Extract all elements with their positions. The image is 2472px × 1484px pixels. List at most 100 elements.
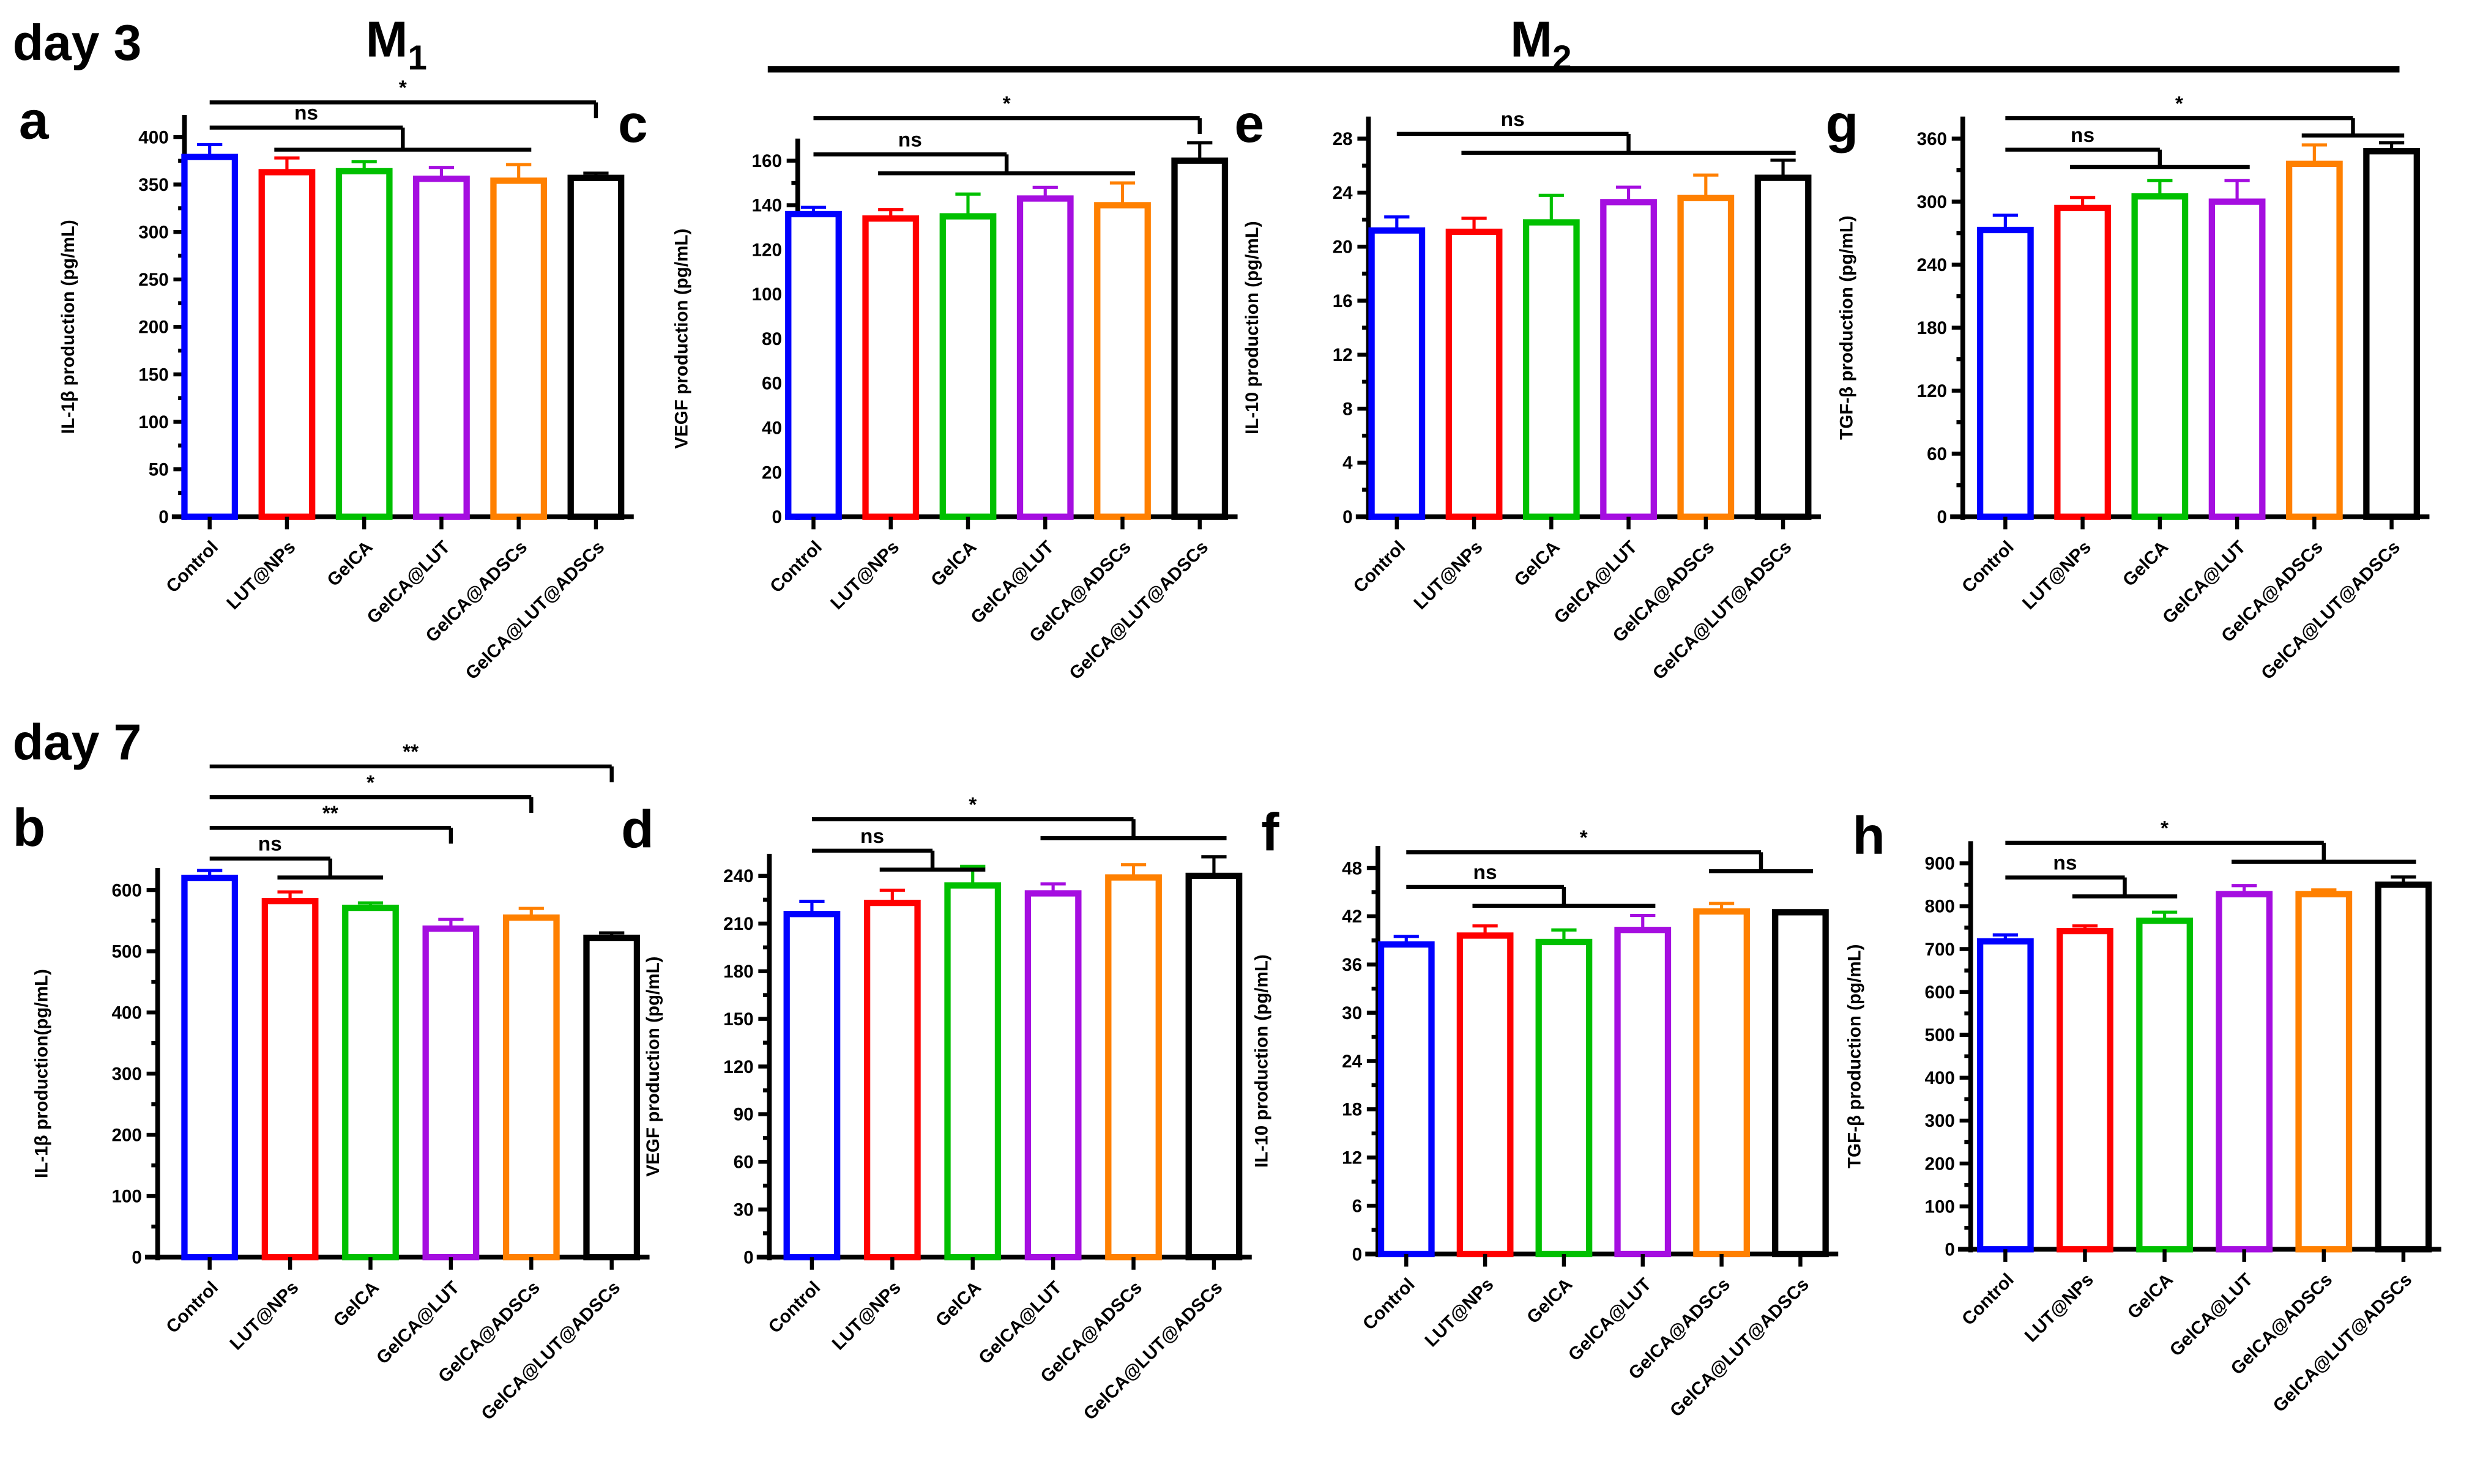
x-tick-label: GelCA xyxy=(2124,1269,2177,1323)
x-tick-label: GelCA@LUT@ADSCs xyxy=(1649,537,1796,684)
bar-control xyxy=(1976,938,2034,1253)
bar-gelca-adscs xyxy=(1693,908,1750,1258)
x-tick-label: GelCA xyxy=(927,537,980,590)
y-tick-label: 500 xyxy=(111,941,141,962)
y-tick-label: 200 xyxy=(1924,1154,1954,1174)
bar-gelca-lut xyxy=(422,925,480,1261)
day7-heading: day 7 xyxy=(13,714,142,770)
significance-bracket: * xyxy=(813,92,1202,134)
bar-lut-nps xyxy=(258,169,316,520)
y-axis-label: IL-10 production (pg/mL) xyxy=(1252,954,1272,1168)
y-tick-label: 4 xyxy=(1342,453,1353,473)
bar-gelca-adscs xyxy=(1094,202,1151,520)
significance-label: * xyxy=(1003,92,1011,115)
bar-gelca-lut-adscs xyxy=(2375,881,2432,1253)
bar-gelca-lut xyxy=(413,176,470,520)
y-axis-label: IL-1β production(pg/mL) xyxy=(31,969,51,1178)
panel-g: g 0 60 120 180 240 300 360 TGF-β production (pg/… xyxy=(1826,92,2430,684)
y-tick-label: 600 xyxy=(1924,982,1954,1003)
bar-gelca-lut xyxy=(1600,199,1657,520)
bar-gelca xyxy=(944,882,1002,1261)
bar-gelca-lut-adscs xyxy=(1171,157,1229,520)
panel-letter: b xyxy=(13,798,46,858)
significance-bracket: ns xyxy=(209,833,384,880)
bar-control xyxy=(181,874,239,1261)
m1-letter: M xyxy=(366,12,408,68)
bar-gelca-lut xyxy=(2216,891,2273,1253)
significance-bracket: ns xyxy=(2005,124,2250,169)
y-tick-label: 48 xyxy=(1342,858,1362,878)
y-tick-label: 60 xyxy=(1927,444,1947,464)
x-tick-label: GelCA xyxy=(932,1277,985,1330)
y-tick-label: 0 xyxy=(1342,507,1352,527)
bar-lut-nps xyxy=(1456,932,1514,1258)
bar-gelca xyxy=(1522,219,1580,520)
y-axis-label: IL-1β production (pg/mL) xyxy=(58,220,78,434)
bar-gelca-adscs xyxy=(2285,160,2343,520)
y-tick-label: 0 xyxy=(772,507,781,527)
x-tick-label: LUT@NPs xyxy=(2021,1269,2098,1346)
bar-gelca-lut-adscs xyxy=(1772,909,1829,1258)
panel-letter: f xyxy=(1261,803,1279,863)
y-tick-label: 20 xyxy=(762,462,782,483)
bar-control xyxy=(1368,227,1426,520)
y-tick-label: 210 xyxy=(723,914,753,934)
bar-gelca-lut xyxy=(1024,890,1082,1261)
y-tick-label: 400 xyxy=(138,127,168,147)
bar-lut-nps xyxy=(862,215,920,520)
y-tick-label: 100 xyxy=(138,412,168,432)
x-tick-label: Control xyxy=(1349,537,1409,597)
bar-gelca xyxy=(2136,918,2193,1253)
y-tick-label: 200 xyxy=(111,1125,141,1145)
bar-lut-nps xyxy=(1445,228,1503,520)
x-tick-label: GelCA@LUT@ADSCs xyxy=(2269,1269,2416,1416)
bar-control xyxy=(785,210,842,520)
y-axis-label: TGF-β production (pg/mL) xyxy=(1844,944,1864,1168)
y-tick-label: 400 xyxy=(1924,1068,1954,1088)
x-tick-label: Control xyxy=(162,537,222,597)
y-tick-label: 60 xyxy=(734,1152,754,1173)
y-tick-label: 300 xyxy=(1917,192,1947,212)
significance-bracket: ns xyxy=(1406,861,1656,908)
y-tick-label: 300 xyxy=(111,1064,141,1084)
bar-gelca-adscs xyxy=(502,914,560,1261)
x-tick-label: Control xyxy=(766,537,826,597)
significance-label: * xyxy=(367,771,374,794)
significance-bracket: * xyxy=(1406,826,1814,874)
y-tick-label: 20 xyxy=(1333,237,1353,258)
panel-b: b 0 100 200 300 400 500 600 IL-1β production(pg/… xyxy=(13,741,650,1424)
bar-control xyxy=(181,154,239,520)
bar-gelca-adscs xyxy=(490,177,548,520)
significance-label: ns xyxy=(294,102,318,125)
x-tick-label: GelCA@LUT xyxy=(2166,1269,2257,1360)
bar-gelca-lut xyxy=(2208,198,2266,520)
y-tick-label: 12 xyxy=(1333,345,1353,365)
day3-heading: day 3 xyxy=(13,15,142,71)
bar-gelca-lut-adscs xyxy=(567,174,625,520)
significance-label: ns xyxy=(1473,861,1497,884)
y-tick-label: 900 xyxy=(1924,854,1954,874)
y-tick-label: 36 xyxy=(1342,955,1362,975)
y-tick-label: 350 xyxy=(138,175,168,195)
y-tick-label: 0 xyxy=(132,1247,141,1267)
y-tick-label: 200 xyxy=(138,317,168,338)
y-tick-label: 500 xyxy=(1924,1025,1954,1045)
significance-bracket: ns xyxy=(811,825,986,872)
significance-label: * xyxy=(399,77,407,100)
m2-heading: M2 xyxy=(1510,12,1571,78)
x-tick-label: Control xyxy=(162,1277,222,1337)
panel-letter: e xyxy=(1234,94,1264,154)
y-tick-label: 800 xyxy=(1924,897,1954,917)
significance-label: * xyxy=(1580,826,1588,849)
bar-gelca-lut xyxy=(1016,195,1074,520)
y-tick-label: 60 xyxy=(762,374,782,394)
bar-gelca xyxy=(939,213,997,520)
m2-letter: M xyxy=(1510,12,1552,68)
x-tick-label: Control xyxy=(1359,1274,1419,1334)
y-tick-label: 180 xyxy=(1917,318,1947,338)
panel-letter: d xyxy=(621,800,654,859)
x-tick-label: GelCA@LUT@ADSCs xyxy=(1666,1274,1813,1421)
y-tick-label: 24 xyxy=(1342,1052,1362,1072)
y-tick-label: 140 xyxy=(752,196,782,216)
panel-d: d 0 30 60 90 120 150 180 210 240 VEGF production (… xyxy=(621,793,1252,1424)
